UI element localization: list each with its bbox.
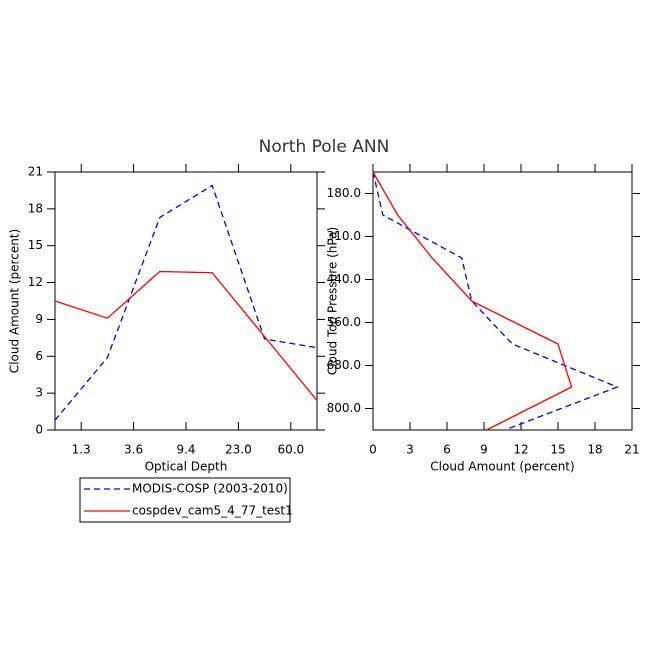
x-tick-label: 3 xyxy=(406,443,414,457)
x-tick-label: 15 xyxy=(550,443,565,457)
x-tick-label: 6 xyxy=(443,443,451,457)
y-tick-label: 560.0 xyxy=(327,315,361,329)
x-tick-label: 0 xyxy=(369,443,377,457)
legend-box xyxy=(79,477,291,523)
y-axis-label: Cloud Amount (percent) xyxy=(8,229,22,373)
y-tick-label: 0 xyxy=(35,423,43,437)
y-tick-label: 18 xyxy=(28,201,43,215)
series-line xyxy=(372,171,619,431)
x-tick-label: 9.4 xyxy=(176,443,195,457)
x-axis-label: Cloud Amount (percent) xyxy=(430,460,574,474)
plot-frame xyxy=(54,171,318,431)
x-tick-label: 1.3 xyxy=(72,443,91,457)
y-tick-label: 440.0 xyxy=(327,272,361,286)
x-tick-label: 23.0 xyxy=(225,443,252,457)
title: North Pole ANN xyxy=(259,137,390,157)
x-axis-label: Optical Depth xyxy=(145,460,228,474)
series-line xyxy=(54,270,318,401)
series-line xyxy=(372,171,573,431)
x-tick-label: 12 xyxy=(513,443,528,457)
y-tick-label: 15 xyxy=(28,238,43,252)
x-tick-label: 60.0 xyxy=(277,443,304,457)
x-tick-label: 21 xyxy=(624,443,639,457)
x-tick-label: 9 xyxy=(480,443,488,457)
y-tick-label: 180.0 xyxy=(327,186,361,200)
legend-label: MODIS-COSP (2003-2010) xyxy=(132,482,288,496)
legend-label: cospdev_cam5_4_77_test1 xyxy=(132,504,293,518)
y-tick-label: 3 xyxy=(35,386,43,400)
x-tick-label: 3.6 xyxy=(124,443,143,457)
y-tick-label: 12 xyxy=(28,275,43,289)
plot-frame xyxy=(372,171,633,431)
y-tick-label: 310.0 xyxy=(327,229,361,243)
x-tick-label: 18 xyxy=(587,443,602,457)
y-tick-label: 6 xyxy=(35,349,43,363)
y-tick-label: 9 xyxy=(35,312,43,326)
y-tick-label: 21 xyxy=(28,165,43,179)
y-tick-label: 800.0 xyxy=(327,401,361,415)
y-tick-label: 680.0 xyxy=(327,358,361,372)
series-line xyxy=(54,184,318,421)
y-axis-label: Cloud Top Pressure (hPa) xyxy=(326,227,340,375)
